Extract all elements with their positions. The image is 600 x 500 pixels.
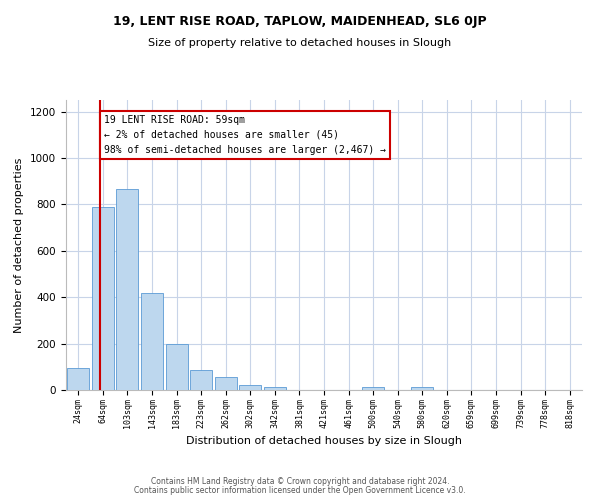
Text: Contains HM Land Registry data © Crown copyright and database right 2024.: Contains HM Land Registry data © Crown c… (151, 477, 449, 486)
Text: 19 LENT RISE ROAD: 59sqm
← 2% of detached houses are smaller (45)
98% of semi-de: 19 LENT RISE ROAD: 59sqm ← 2% of detache… (104, 115, 386, 154)
X-axis label: Distribution of detached houses by size in Slough: Distribution of detached houses by size … (186, 436, 462, 446)
Bar (239, 386, 262, 390)
Text: Size of property relative to detached houses in Slough: Size of property relative to detached ho… (148, 38, 452, 48)
Bar (215, 377, 237, 390)
Bar (190, 370, 212, 390)
Text: 19, LENT RISE ROAD, TAPLOW, MAIDENHEAD, SL6 0JP: 19, LENT RISE ROAD, TAPLOW, MAIDENHEAD, … (113, 15, 487, 28)
Bar (67, 368, 89, 390)
Text: Contains public sector information licensed under the Open Government Licence v3: Contains public sector information licen… (134, 486, 466, 495)
Bar (264, 387, 286, 390)
Bar (166, 344, 188, 390)
Y-axis label: Number of detached properties: Number of detached properties (14, 158, 25, 332)
Bar (141, 292, 163, 390)
Bar (362, 387, 384, 390)
Bar (411, 387, 433, 390)
Bar (92, 206, 114, 390)
Bar (116, 190, 139, 390)
